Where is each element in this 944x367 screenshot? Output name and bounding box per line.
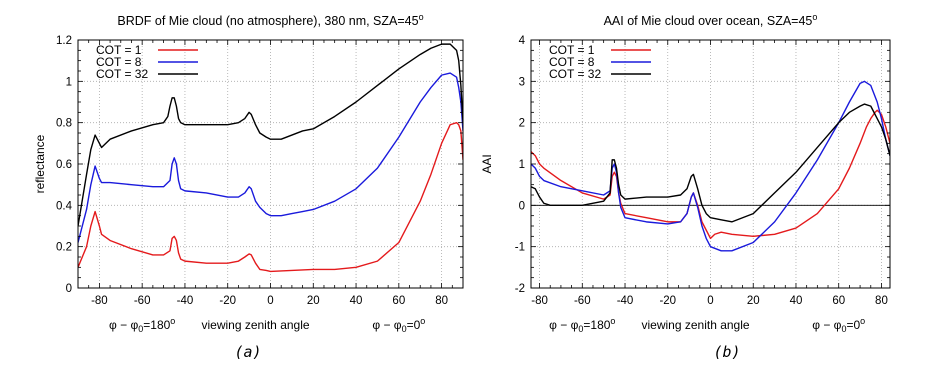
legend-label-1: COT = 1	[96, 43, 142, 57]
x-annotation-right: φ − φ0=0o	[372, 316, 425, 334]
series-line-1	[531, 109, 890, 240]
y-tick-label-0: -2	[515, 283, 525, 295]
chart-title: BRDF of Mie cloud (no atmosphere), 380 n…	[117, 12, 423, 28]
series-line-1	[78, 121, 463, 273]
x-annotation-left: φ − φ0=180o	[549, 316, 615, 334]
x-tick-label-3: -20	[219, 295, 236, 307]
y-tick-label-2: 0	[519, 200, 525, 212]
x-tick-label-6: 40	[350, 295, 363, 307]
panel-caption: (a)	[234, 343, 261, 361]
x-annotation-right: φ − φ0=0o	[812, 316, 865, 334]
y-tick-label-4: 0.8	[56, 118, 72, 130]
y-tick-label-3: 0.6	[56, 159, 72, 171]
legend-label-1: COT = 1	[549, 43, 595, 57]
y-tick-label-1: 0.2	[56, 242, 72, 254]
x-axis-label: viewing zenith angle	[642, 318, 750, 332]
x-annotation-left: φ − φ0=180o	[109, 316, 175, 334]
y-tick-label-5: 1	[66, 76, 72, 88]
legend-label-2: COT = 8	[96, 55, 142, 69]
x-tick-label-5: 20	[747, 295, 760, 307]
legend-label-3: COT = 32	[96, 67, 148, 81]
y-axis-label: reflectance	[33, 134, 47, 193]
x-tick-label-5: 20	[307, 295, 320, 307]
y-tick-label-0: 0	[66, 283, 72, 295]
x-tick-label-6: 40	[790, 295, 803, 307]
legend-label-3: COT = 32	[549, 67, 601, 81]
x-tick-label-1: -60	[574, 295, 591, 307]
x-tick-label-4: 0	[267, 295, 273, 307]
panel-caption: (b)	[713, 343, 740, 361]
x-tick-label-3: -20	[659, 295, 676, 307]
legend-label-2: COT = 8	[549, 55, 595, 69]
chart-panel-b: -80 -60 -40 -20 0 20 40 60 80 -2 -1 0 1 2 3 4 AAI of Mie…	[480, 12, 891, 361]
y-tick-label-5: 3	[519, 76, 525, 88]
x-tick-label-7: 60	[392, 295, 405, 307]
x-tick-label-1: -60	[134, 295, 151, 307]
y-tick-label-1: -1	[515, 242, 525, 254]
chart-panel-a: -80 -60 -40 -20 0 20 40 60 80 0 0.2 0.4 0.6 0.8 1 1.2 BR…	[33, 12, 464, 361]
y-tick-label-4: 2	[519, 118, 525, 130]
x-tick-label-7: 60	[832, 295, 845, 307]
x-tick-label-0: -80	[531, 295, 548, 307]
series-line-2	[78, 72, 463, 243]
x-tick-label-4: 0	[707, 295, 713, 307]
series-line-2	[531, 80, 890, 252]
x-tick-label-8: 80	[875, 295, 888, 307]
y-axis-label: AAI	[480, 154, 494, 173]
x-tick-label-0: -80	[91, 295, 108, 307]
x-tick-label-2: -40	[617, 295, 634, 307]
y-tick-label-3: 1	[519, 159, 525, 171]
y-tick-label-6: 1.2	[56, 35, 72, 47]
chart-title: AAI of Mie cloud over ocean, SZA=45o	[604, 12, 818, 28]
y-tick-label-2: 0.4	[56, 200, 73, 212]
y-tick-label-6: 4	[519, 35, 526, 47]
x-tick-label-8: 80	[435, 295, 448, 307]
x-axis-label: viewing zenith angle	[201, 318, 309, 332]
x-tick-label-2: -40	[177, 295, 194, 307]
series-line-3	[531, 103, 890, 223]
series-line-3	[78, 43, 463, 227]
